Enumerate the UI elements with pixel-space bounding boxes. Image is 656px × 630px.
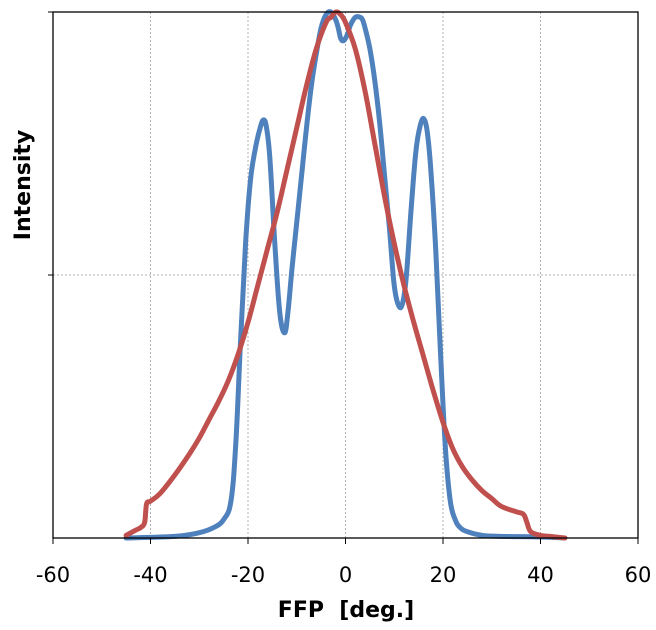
x-tick-label: 0	[339, 563, 352, 587]
x-tick-label: 60	[625, 563, 652, 587]
x-tick-label: -20	[231, 563, 265, 587]
x-tick-label: -40	[133, 563, 167, 587]
series-line-blue	[123, 9, 568, 541]
x-axis-title: FFP [deg.]	[278, 598, 414, 623]
x-tick-label: 20	[430, 563, 457, 587]
x-tick-label: -60	[36, 563, 70, 587]
x-tick-label: 40	[527, 563, 554, 587]
y-axis-title: Intensity	[11, 130, 36, 240]
gridlines	[48, 11, 638, 538]
x-axis-ticks: -60 -40 -20 0 20 40 60	[36, 538, 652, 587]
